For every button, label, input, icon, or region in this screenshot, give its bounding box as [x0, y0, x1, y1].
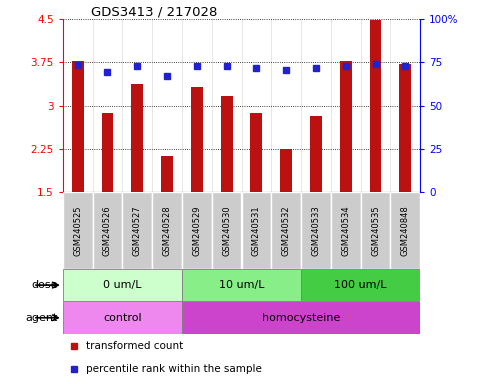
Text: transformed count: transformed count: [86, 341, 183, 351]
Text: agent: agent: [26, 313, 58, 323]
Bar: [182, 269, 301, 301]
Text: percentile rank within the sample: percentile rank within the sample: [86, 364, 262, 374]
Text: 10 um/L: 10 um/L: [219, 280, 264, 290]
Bar: [182, 192, 212, 269]
Text: GSM240527: GSM240527: [133, 205, 142, 256]
Text: GSM240848: GSM240848: [401, 205, 410, 256]
Bar: [72, 61, 84, 192]
Bar: [242, 192, 271, 269]
Text: GDS3413 / 217028: GDS3413 / 217028: [91, 5, 218, 18]
Text: GSM240533: GSM240533: [312, 205, 320, 256]
Text: GSM240529: GSM240529: [192, 205, 201, 256]
Bar: [182, 301, 420, 334]
Bar: [280, 149, 292, 192]
Bar: [310, 116, 322, 192]
Bar: [63, 192, 93, 269]
Text: dose: dose: [31, 280, 58, 290]
Bar: [93, 192, 122, 269]
Bar: [271, 192, 301, 269]
Bar: [63, 269, 182, 301]
Text: GSM240534: GSM240534: [341, 205, 350, 256]
Text: control: control: [103, 313, 142, 323]
Bar: [161, 156, 173, 192]
Bar: [122, 192, 152, 269]
Bar: [212, 192, 242, 269]
Bar: [369, 20, 382, 192]
Bar: [331, 192, 361, 269]
Text: GSM240532: GSM240532: [282, 205, 291, 256]
Bar: [399, 64, 412, 192]
Bar: [340, 61, 352, 192]
Text: GSM240528: GSM240528: [163, 205, 171, 256]
Bar: [251, 113, 262, 192]
Text: 0 um/L: 0 um/L: [103, 280, 142, 290]
Bar: [301, 269, 420, 301]
Text: GSM240531: GSM240531: [252, 205, 261, 256]
Bar: [101, 113, 114, 192]
Text: homocysteine: homocysteine: [262, 313, 340, 323]
Bar: [191, 87, 203, 192]
Text: 100 um/L: 100 um/L: [334, 280, 387, 290]
Text: GSM240530: GSM240530: [222, 205, 231, 256]
Bar: [152, 192, 182, 269]
Text: GSM240535: GSM240535: [371, 205, 380, 256]
Bar: [221, 96, 233, 192]
Bar: [301, 192, 331, 269]
Text: GSM240526: GSM240526: [103, 205, 112, 256]
Bar: [361, 192, 390, 269]
Text: GSM240525: GSM240525: [73, 205, 82, 256]
Bar: [63, 301, 182, 334]
Bar: [390, 192, 420, 269]
Bar: [131, 84, 143, 192]
